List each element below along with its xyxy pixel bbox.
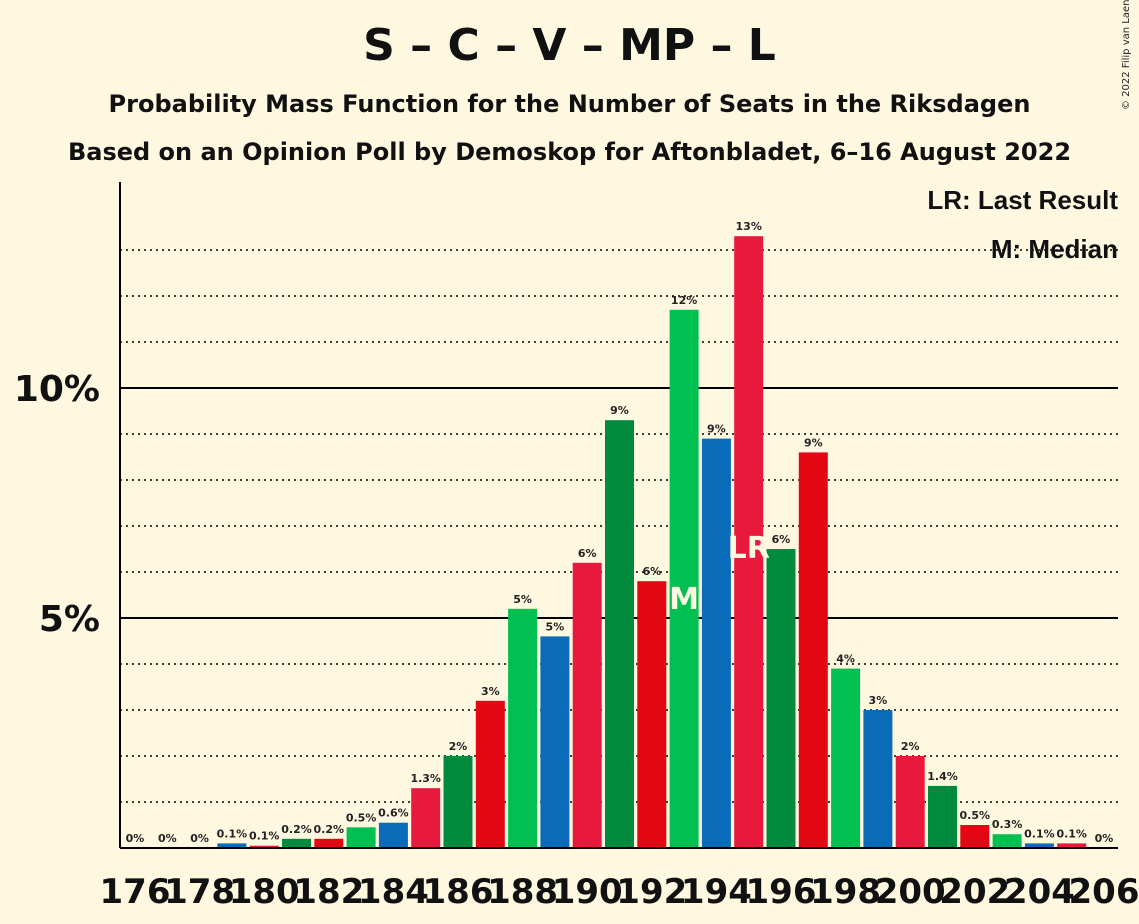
bar-seat-201 — [928, 785, 957, 848]
y-tick-labels: 5% 10% — [14, 369, 100, 640]
chart-source-subtitle: Based on an Opinion Poll by Demoskop for… — [67, 138, 1072, 166]
x-tick-label: 196 — [746, 872, 817, 912]
bar-seat-192 — [637, 581, 667, 848]
value-label-seat-194: 9% — [707, 423, 726, 436]
bar-seat-189 — [540, 636, 570, 848]
value-label-seat-203: 0.3% — [992, 818, 1023, 831]
value-label-seat-205: 0.1% — [1056, 827, 1087, 840]
bar-seat-187 — [475, 700, 505, 848]
x-tick-label: 176 — [100, 872, 171, 912]
bar-seat-184 — [378, 822, 408, 848]
value-label-seat-185: 1.3% — [410, 772, 441, 785]
x-tick-label: 198 — [810, 872, 881, 912]
value-label-seat-191: 9% — [610, 404, 629, 417]
value-label-seat-178: 0% — [190, 832, 209, 845]
bars — [217, 236, 1087, 848]
value-label-seat-184: 0.6% — [378, 807, 409, 820]
value-label-seat-188: 5% — [513, 593, 532, 606]
bar-seat-194 — [701, 438, 731, 848]
value-labels: 0% 0% 0% 0.1% 0.1%0.2% 0.2%0.5% 0.6%1.3%2%3%5%… — [126, 220, 1114, 845]
value-label-seat-177: 0% — [158, 832, 177, 845]
bar-seat-197 — [798, 452, 828, 848]
x-tick-label: 194 — [681, 872, 752, 912]
value-label-seat-198: 4% — [836, 653, 855, 666]
bar-seat-193 — [669, 309, 699, 848]
value-label-seat-192: 6% — [642, 565, 661, 578]
x-tick-label: 178 — [164, 872, 235, 912]
bar-seat-180 — [249, 845, 279, 848]
x-tick-label: 188 — [487, 872, 558, 912]
bar-seat-203 — [992, 834, 1022, 848]
value-label-seat-187: 3% — [481, 685, 500, 698]
last-result-marker: LR — [728, 531, 770, 566]
bar-seat-195 — [734, 236, 764, 848]
value-label-seat-190: 6% — [578, 547, 597, 560]
bar-seat-196 — [766, 549, 796, 848]
legend-last-result: LR: Last Result — [927, 185, 1118, 215]
x-tick-label: 202 — [939, 872, 1010, 912]
bar-seat-188 — [508, 608, 538, 848]
value-label-seat-202: 0.5% — [960, 809, 991, 822]
bar-seat-204 — [1024, 843, 1054, 848]
value-label-seat-186: 2% — [449, 740, 468, 753]
bar-seat-181 — [282, 838, 311, 848]
value-label-seat-197: 9% — [804, 436, 823, 449]
bar-seat-200 — [895, 756, 925, 848]
bar-seat-186 — [443, 756, 473, 848]
bar-seat-199 — [863, 710, 893, 848]
x-tick-label: 180 — [229, 872, 300, 912]
bar-seat-190 — [572, 562, 602, 848]
value-label-seat-201: 1.4% — [927, 770, 958, 783]
value-label-seat-196: 6% — [772, 533, 791, 546]
value-label-seat-200: 2% — [901, 740, 920, 753]
value-label-seat-193: 12% — [671, 294, 697, 307]
x-tick-label: 186 — [423, 872, 494, 912]
bar-seat-205 — [1057, 843, 1087, 848]
bar-seat-183 — [346, 827, 376, 848]
median-marker: M — [669, 582, 699, 617]
x-tick-label: 192 — [616, 872, 687, 912]
value-label-seat-181: 0.2% — [281, 823, 312, 836]
value-label-seat-182: 0.2% — [314, 823, 345, 836]
x-tick-label: 200 — [875, 872, 946, 912]
bar-seat-198 — [831, 668, 861, 848]
value-label-seat-199: 3% — [869, 694, 888, 707]
markers: M LR — [669, 531, 770, 617]
x-tick-label: 184 — [358, 872, 429, 912]
x-tick-label: 182 — [293, 872, 364, 912]
bar-seat-202 — [960, 825, 990, 848]
value-label-seat-183: 0.5% — [346, 811, 377, 824]
axes — [119, 182, 1118, 849]
bar-seat-182 — [314, 838, 344, 848]
bar-seat-179 — [217, 843, 247, 848]
x-tick-labels: 1761781801821841861881901921941961982002… — [100, 872, 1139, 912]
value-label-seat-176: 0% — [126, 832, 145, 845]
bar-seat-185 — [411, 788, 441, 848]
y-tick-label: 5% — [39, 599, 100, 640]
y-tick-label: 10% — [14, 369, 100, 410]
value-label-seat-206: 0% — [1095, 832, 1114, 845]
legend-median: M: Median — [991, 234, 1118, 264]
value-label-seat-179: 0.1% — [217, 827, 248, 840]
x-tick-label: 204 — [1004, 872, 1075, 912]
value-label-seat-180: 0.1% — [249, 830, 280, 843]
bar-seat-191 — [605, 420, 634, 848]
x-tick-label: 190 — [552, 872, 623, 912]
value-label-seat-195: 13% — [736, 220, 762, 233]
value-label-seat-189: 5% — [546, 620, 565, 633]
x-tick-label: 206 — [1069, 872, 1139, 912]
chart-subtitle: Probability Mass Function for the Number… — [108, 90, 1031, 118]
chart-title: S – C – V – MP – L — [363, 20, 776, 71]
value-label-seat-204: 0.1% — [1024, 827, 1055, 840]
